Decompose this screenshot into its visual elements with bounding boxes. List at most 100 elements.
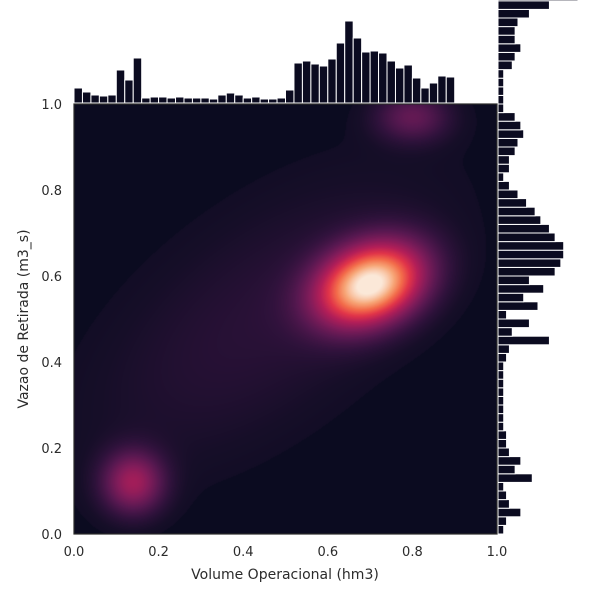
x-marginal-bar — [73, 87, 83, 104]
x-marginal-bar — [285, 89, 295, 104]
x-marginal-bar — [132, 57, 143, 104]
x-marginal-bar — [344, 20, 354, 104]
density-heatmap — [74, 104, 497, 534]
y-marginal-bar — [497, 258, 562, 268]
x-tick-label: 0.4 — [233, 545, 254, 560]
x-marginal-bar — [90, 94, 100, 104]
x-marginal-bar — [98, 95, 109, 104]
y-marginal-bar — [497, 17, 519, 28]
y-marginal-bar — [497, 137, 519, 148]
y-marginal-bar — [497, 447, 510, 458]
y-marginal-bar — [497, 395, 505, 406]
y-axis-label: Vazao de Retirada (m3_s) — [16, 229, 32, 408]
x-tick-label: 1.0 — [487, 545, 508, 560]
y-marginal-bar — [497, 77, 505, 88]
y-marginal-bar — [497, 198, 528, 208]
x-marginal-bar — [166, 97, 177, 104]
y-tick-label: 0.0 — [41, 528, 62, 543]
y-marginal-bar — [497, 344, 510, 354]
y-marginal-bar — [497, 327, 513, 337]
x-marginal-bar — [217, 94, 227, 104]
x-marginal-bar — [369, 50, 380, 104]
y-marginal-bar — [497, 404, 505, 415]
x-marginal-bar — [183, 97, 193, 104]
x-marginal-bar — [394, 67, 405, 104]
x-marginal-bar — [115, 69, 126, 104]
x-marginal-bar — [141, 97, 151, 104]
x-marginal-bar — [208, 98, 219, 104]
y-marginal-bar — [497, 430, 508, 440]
x-marginal-bar — [428, 82, 439, 104]
y-marginal-bar — [497, 507, 522, 518]
y-marginal-bar — [497, 241, 565, 251]
x-marginal-bar — [268, 98, 278, 104]
y-marginal-bar — [497, 413, 505, 423]
y-marginal-bar — [497, 146, 516, 157]
y-marginal-bar — [497, 189, 519, 200]
y-marginal-bar — [497, 163, 510, 174]
y-tick-label: 0.2 — [41, 442, 62, 457]
y-marginal-bar — [497, 438, 508, 449]
y-marginal-bar — [497, 223, 550, 234]
x-tick-label: 0.2 — [148, 545, 169, 560]
x-marginal-bar — [411, 77, 422, 104]
y-tick-label: 1.0 — [41, 98, 62, 113]
y-marginal-bar — [497, 421, 505, 432]
y-marginal-bar — [497, 0, 579, 2]
y-marginal-bar — [497, 481, 505, 492]
x-marginal-bar — [81, 91, 92, 104]
y-marginal-bar — [497, 60, 513, 71]
x-marginal-bar — [445, 76, 456, 104]
y-marginal-bar — [497, 120, 522, 131]
y-marginal-bar — [497, 232, 556, 243]
x-tick-label: 0.0 — [64, 545, 85, 560]
x-marginal-bar — [124, 79, 134, 104]
x-axis-ticks: 0.0 0.2 0.4 0.6 0.8 1.0 — [64, 545, 508, 560]
y-marginal-bar — [497, 370, 505, 380]
x-marginal-bar — [158, 96, 168, 104]
y-marginal-bar — [497, 206, 536, 217]
kde-density-plot — [73, 103, 498, 535]
x-marginal-bar — [107, 94, 117, 104]
y-marginal-bar — [497, 155, 510, 165]
x-marginal-bar — [149, 96, 160, 104]
y-marginal-histogram — [497, 0, 579, 535]
x-marginal-histogram — [73, 20, 456, 104]
y-marginal-bar — [497, 490, 508, 501]
y-marginal-bar — [497, 249, 565, 260]
x-marginal-bar — [327, 58, 337, 104]
y-marginal-bar — [497, 335, 550, 346]
y-axis-ticks: 0.0 0.2 0.4 0.6 0.8 1.0 — [41, 98, 62, 543]
y-marginal-bar — [497, 112, 516, 122]
y-tick-label: 0.8 — [41, 184, 62, 199]
y-marginal-bar — [497, 284, 545, 294]
y-marginal-bar — [497, 34, 516, 45]
x-marginal-bar — [175, 96, 185, 104]
y-marginal-bar — [497, 352, 508, 363]
y-marginal-bar — [497, 464, 516, 475]
y-marginal-bar — [497, 361, 505, 372]
x-marginal-bar — [403, 64, 413, 104]
x-marginal-bar — [335, 42, 346, 104]
y-marginal-bar — [497, 266, 556, 277]
y-marginal-bar — [497, 180, 510, 191]
x-marginal-bar — [386, 60, 396, 104]
y-marginal-bar — [497, 524, 505, 535]
plot-frame — [73, 103, 498, 535]
y-marginal-bar — [497, 69, 505, 79]
x-marginal-bar — [437, 75, 447, 104]
x-marginal-bar — [200, 97, 210, 104]
x-marginal-bar — [318, 65, 329, 104]
y-marginal-bar — [497, 51, 516, 62]
x-marginal-bar — [234, 94, 244, 104]
x-marginal-bar — [191, 97, 202, 104]
y-marginal-bar — [497, 129, 525, 139]
x-marginal-bar — [352, 37, 363, 104]
x-marginal-bar — [310, 63, 320, 104]
y-tick-label: 0.6 — [41, 270, 62, 285]
y-marginal-bar — [497, 0, 550, 10]
x-marginal-bar — [276, 97, 287, 104]
y-marginal-bar — [497, 292, 525, 303]
y-marginal-bar — [497, 8, 530, 19]
